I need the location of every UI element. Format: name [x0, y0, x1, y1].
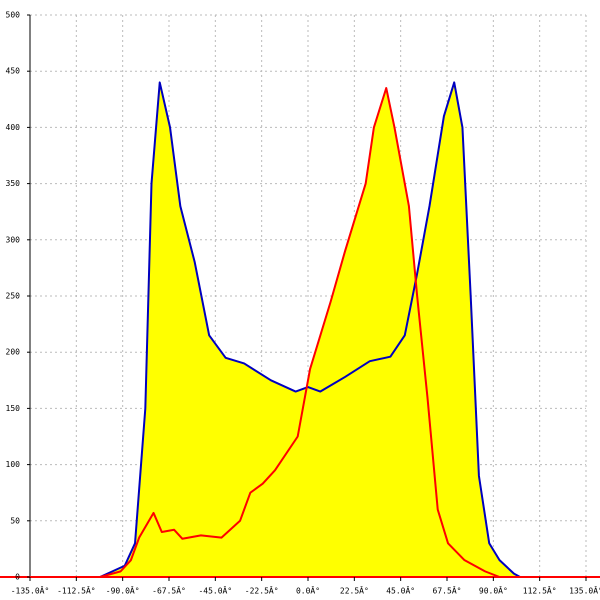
x-tick-label: 0.0Â°	[296, 585, 320, 596]
area-fill	[100, 88, 500, 577]
series-line	[99, 81, 521, 578]
series-line	[99, 87, 500, 578]
y-tick-label: 400	[6, 123, 21, 132]
x-tick-label: 135.0Â°	[569, 585, 600, 596]
x-tick-label: 22.5Â°	[340, 585, 369, 596]
y-tick-label: 200	[6, 348, 21, 357]
x-tick-label: 90.0Â°	[479, 585, 508, 596]
x-tick-label: 67.5Â°	[433, 585, 462, 596]
y-tick-label: 150	[6, 404, 21, 413]
y-tick-label: 250	[6, 292, 21, 301]
y-tick-label: 300	[6, 235, 21, 244]
y-tick-label: 100	[6, 460, 21, 469]
x-tick-label: 112.5Â°	[523, 585, 557, 596]
x-tick-label: -90.0Â°	[106, 585, 140, 596]
y-tick-label: 450	[6, 67, 21, 76]
x-tick-label: -45.0Â°	[198, 585, 232, 596]
x-tick-label: 45.0Â°	[386, 585, 415, 596]
y-tick-label: 50	[10, 516, 20, 525]
x-tick-label: -135.0Â°	[11, 585, 50, 596]
x-tick-label: -112.5Â°	[57, 585, 96, 596]
y-tick-label: 500	[6, 11, 21, 20]
y-tick-label: 0	[15, 573, 20, 582]
x-tick-label: -22.5Â°	[245, 585, 279, 596]
y-tick-label: 350	[6, 179, 21, 188]
x-tick-label: -67.5Â°	[152, 585, 186, 596]
